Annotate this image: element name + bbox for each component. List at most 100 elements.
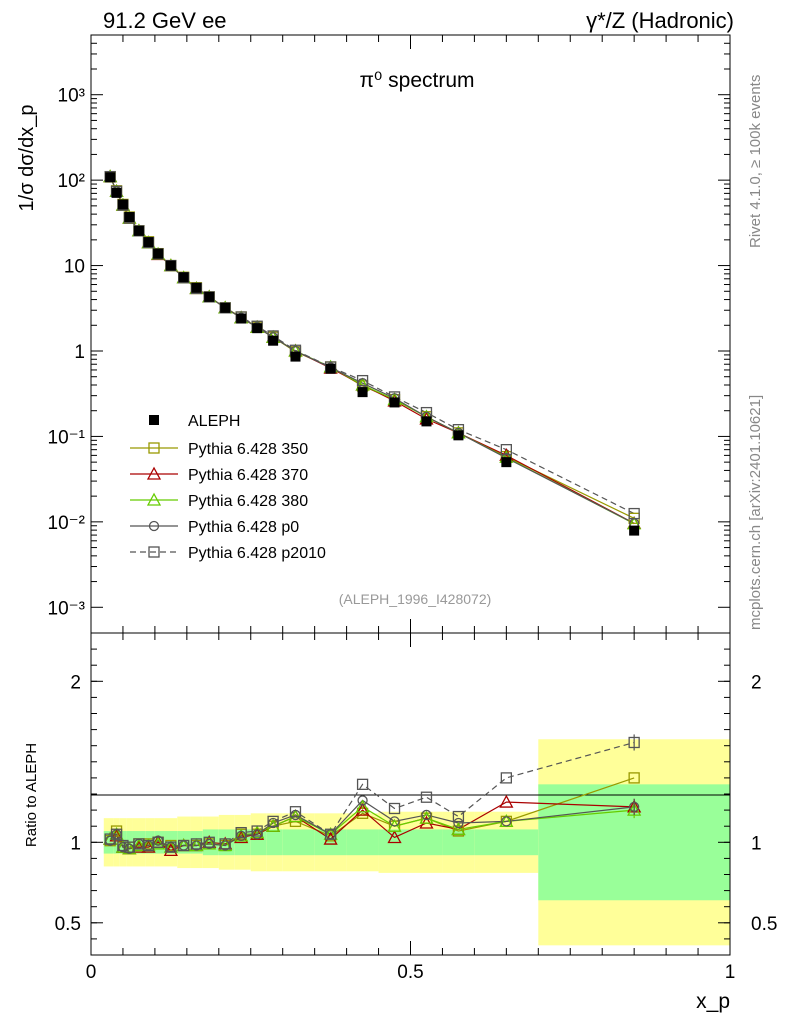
ratio-marker-4 — [178, 839, 190, 852]
uncertainty-band-inner — [346, 829, 379, 856]
y-tick-label-top: 10 — [64, 257, 85, 278]
ratio-marker-4 — [356, 778, 369, 790]
ratio-marker-4 — [152, 836, 164, 848]
ratio-marker-1 — [163, 842, 178, 856]
ratio-marker-4 — [267, 815, 279, 828]
legend-marker-2 — [146, 492, 162, 506]
ratio-marker-2 — [387, 818, 402, 832]
ratio-marker-4 — [289, 806, 302, 818]
y-tick-label-ratio-right: 2 — [751, 672, 762, 693]
y-axis-label-ratio: Ratio to ALEPH — [23, 743, 40, 847]
ratio-marker-4 — [500, 772, 513, 784]
y-tick-label-top: 10⁻¹ — [48, 427, 86, 448]
analysis-tag: (ALEPH_1996_I428072) — [339, 591, 492, 607]
x-axis-label: x_p — [696, 990, 730, 1013]
plot-title: π⁰ spectrum — [359, 69, 474, 92]
ratio-marker-1 — [387, 830, 402, 844]
data-point — [111, 187, 122, 198]
y-tick-label-ratio: 0.5 — [55, 914, 81, 935]
ratio-marker-4 — [219, 838, 231, 850]
ratio-marker-3 — [421, 809, 432, 821]
data-point — [252, 323, 263, 334]
legend-label-2: Pythia 6.428 380 — [188, 493, 308, 510]
ratio-marker-2 — [151, 836, 166, 850]
ratio-marker-0 — [628, 772, 640, 784]
y-tick-label-top: 10² — [58, 171, 85, 192]
ratio-marker-3 — [453, 817, 464, 829]
uncertainty-band-inner — [177, 831, 191, 854]
ratio-marker-2 — [451, 822, 466, 836]
ratio-marker-4 — [452, 810, 465, 823]
data-point — [236, 313, 247, 324]
ratio-marker-3 — [501, 816, 512, 827]
legend-marker-0 — [148, 442, 160, 454]
ratio-marker-4 — [190, 838, 203, 850]
y-tick-label-top: 10⁻³ — [48, 598, 86, 619]
header-right: γ*/Z (Hadronic) — [586, 8, 734, 33]
ratio-marker-4 — [388, 802, 401, 815]
ratio-marker-4 — [324, 828, 337, 840]
uncertainty-band-inner — [266, 829, 283, 856]
spectrum-frame — [90, 34, 731, 634]
y-tick-label-top: 10³ — [58, 86, 85, 107]
legend-label-3: Pythia 6.428 p0 — [188, 519, 299, 536]
data-point — [220, 302, 231, 313]
series-marker-4 — [628, 507, 640, 520]
y-tick-label-ratio-right: 0.5 — [751, 914, 777, 935]
data-point — [268, 335, 279, 346]
data-point — [178, 272, 189, 283]
ratio-marker-1 — [109, 828, 124, 842]
ratio-marker-0 — [452, 825, 465, 837]
data-point — [357, 387, 368, 398]
legend-label-1: Pythia 6.428 370 — [188, 467, 308, 484]
ratio-marker-2 — [266, 818, 281, 832]
ratio-marker-1 — [499, 794, 514, 808]
mcplots-label: mcplots.cern.ch [arXiv:2401.10621] — [747, 395, 764, 630]
legend-marker-1 — [146, 466, 162, 480]
x-tick-label: 0 — [86, 962, 97, 983]
ratio-marker-3 — [357, 795, 368, 806]
ratio-marker-1 — [141, 839, 156, 853]
data-point — [117, 199, 128, 210]
data-point — [290, 351, 301, 362]
data-point — [453, 430, 464, 441]
ratio-marker-4 — [235, 826, 247, 839]
uncertainty-band-inner — [190, 831, 203, 854]
legend-marker-3 — [148, 520, 160, 532]
data-point — [501, 457, 512, 468]
ratio-marker-4 — [203, 836, 215, 848]
series-marker-4 — [356, 374, 369, 387]
ratio-marker-4 — [420, 791, 433, 803]
ratio-marker-1 — [234, 830, 249, 844]
data-point — [105, 172, 116, 183]
ratio-marker-2 — [419, 810, 434, 824]
legend-marker-4 — [148, 546, 160, 558]
header-left: 91.2 GeV ee — [103, 8, 227, 33]
y-tick-label-top: 10⁻² — [48, 513, 86, 534]
x-tick-label: 1 — [725, 962, 736, 983]
uncertainty-band-inner — [410, 829, 443, 856]
uncertainty-band-inner — [442, 829, 475, 856]
ratio-marker-2 — [250, 825, 265, 839]
x-tick-label: 0.5 — [397, 962, 423, 983]
legend-marker-data — [149, 415, 159, 425]
data-point — [133, 225, 144, 236]
data-point — [421, 416, 432, 427]
y-tick-label-ratio: 1 — [70, 833, 81, 854]
uncertainty-band-inner — [282, 829, 315, 856]
data-point — [389, 397, 400, 408]
ratio-marker-1 — [131, 839, 147, 853]
spectrum-panel: 10³ 10² 10 1 10⁻¹ 10⁻² 10⁻³ π⁰ spectrum (ALEPH… — [16, 34, 731, 634]
data-point — [143, 237, 154, 248]
data-point — [124, 212, 135, 223]
data-point — [153, 248, 164, 259]
y-tick-label-ratio: 2 — [70, 672, 81, 693]
legend-label-4: Pythia 6.428 p2010 — [188, 545, 326, 562]
data-point — [325, 363, 336, 374]
y-tick-label-top: 1 — [74, 342, 85, 363]
ratio-marker-1 — [323, 831, 338, 845]
ratio-marker-1 — [355, 802, 370, 816]
ratio-marker-1 — [419, 815, 434, 829]
series-marker-4 — [500, 444, 513, 456]
y-tick-label-ratio-right: 1 — [751, 833, 762, 854]
